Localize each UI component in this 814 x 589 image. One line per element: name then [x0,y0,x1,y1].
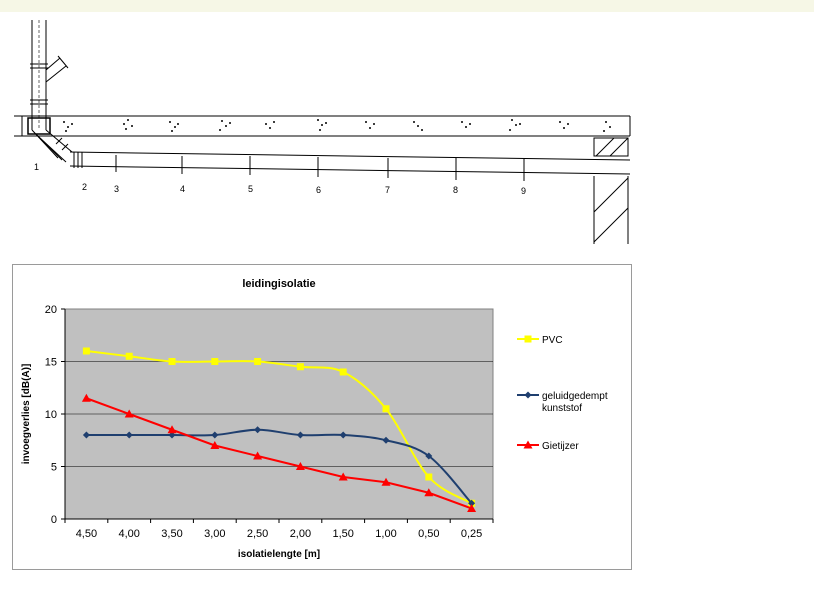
data-point-geluidgedempt-kunststof [82,431,90,439]
data-point-geluidgedempt-kunststof [339,431,347,439]
x-tick-label: 2,50 [247,528,268,540]
pipe-bend [31,129,73,163]
x-axis-label: isolatielengte [m] [238,549,320,560]
data-point-gietijzer [295,462,305,470]
x-tick-label: 0,25 [461,528,482,540]
chart-area: 0 5 10 15 20 4,50 4,00 3,50 3,00 2,50 2,00 1,50 1,00… [12,264,632,570]
data-point-gietijzer [424,488,434,497]
data-point-gietijzer [338,472,348,481]
data-point-gietijzer [124,409,134,418]
legend-label-pvc: PVC [542,335,563,346]
x-tick-label: 1,50 [332,528,353,540]
legend-label-geluidgedempt-kunststof: geluidgedempt kunststof [542,391,608,414]
series-line-gietijzer [86,397,472,510]
data-point-gietijzer [167,425,177,434]
data-point-geluidgedempt-kunststof [382,436,390,444]
data-point-gietijzer [381,477,391,486]
data-point-pvc [254,358,262,365]
x-tick-label: 4,00 [118,528,139,540]
y-axis-label: invoegverlies [dB(A)] [21,364,32,465]
y-tick-label: 0 [51,514,57,526]
data-point-geluidgedempt-kunststof [211,431,219,439]
top-band [0,0,814,12]
data-point-gietijzer [253,451,263,460]
floor-slab [14,115,631,137]
pipe-installation-diagram: 1 2 3 4 5 6 7 8 9 [14,20,631,244]
data-point-pvc [125,352,133,360]
wall-section [593,137,629,244]
legend-marker-pvc [524,335,532,343]
y-tick-label: 10 [45,409,57,421]
floor-collar [27,117,51,135]
data-point-pvc [339,368,347,376]
data-point-pvc [296,363,304,371]
diagram-label-9: 9 [521,186,526,196]
x-tick-label: 0,50 [418,528,439,540]
y-tick-label: 20 [45,304,57,316]
data-point-geluidgedempt-kunststof [468,499,476,507]
data-point-pvc [425,473,433,481]
series-line-geluidgedempt-kunststof [86,428,473,504]
legend-label-gietijzer: Gietijzer [542,441,579,452]
diagram-label-7: 7 [385,185,390,195]
diagram-label-8: 8 [453,185,458,195]
diagram-label-5: 5 [248,184,253,194]
diagram-label-2: 2 [82,182,87,192]
data-point-geluidgedempt-kunststof [125,431,133,439]
slab-aggregate-dots [63,119,611,132]
data-point-geluidgedempt-kunststof [425,452,433,460]
data-point-pvc [382,405,390,413]
legend-marker-gietijzer [523,440,533,449]
diagram-label-1: 1 [34,162,39,172]
data-point-geluidgedempt-kunststof [296,431,304,439]
diagram-label-4: 4 [180,184,185,194]
y-tick-label: 15 [45,357,57,369]
data-point-pvc [211,358,219,365]
data-point-pvc [168,358,176,365]
x-tick-label: 1,00 [375,528,396,540]
legend-marker-geluidgedempt-kunststof [524,391,532,399]
data-point-gietijzer [210,441,220,449]
horizontal-drain-pipe [69,151,631,175]
measurement-ticks [115,155,525,181]
chart-title: leidingisolatie [242,278,315,290]
data-point-gietijzer [467,504,477,512]
leidingisolatie-chart: 0 5 10 15 20 4,50 4,00 3,50 3,00 2,50 2,00 1,50 1,00… [21,278,608,560]
y-tick-label: 5 [51,462,57,474]
x-tick-label: 3,50 [161,528,182,540]
vertical-stack-pipe [30,20,69,130]
data-point-pvc [82,347,90,355]
x-tick-label: 3,00 [204,528,225,540]
series-line-pvc [86,350,473,505]
diagram-label-6: 6 [316,185,321,195]
data-point-geluidgedempt-kunststof [254,426,262,434]
diagram-label-3: 3 [114,184,119,194]
x-tick-label: 4,50 [76,528,97,540]
data-point-gietijzer [81,393,91,402]
x-tick-label: 2,00 [290,528,311,540]
